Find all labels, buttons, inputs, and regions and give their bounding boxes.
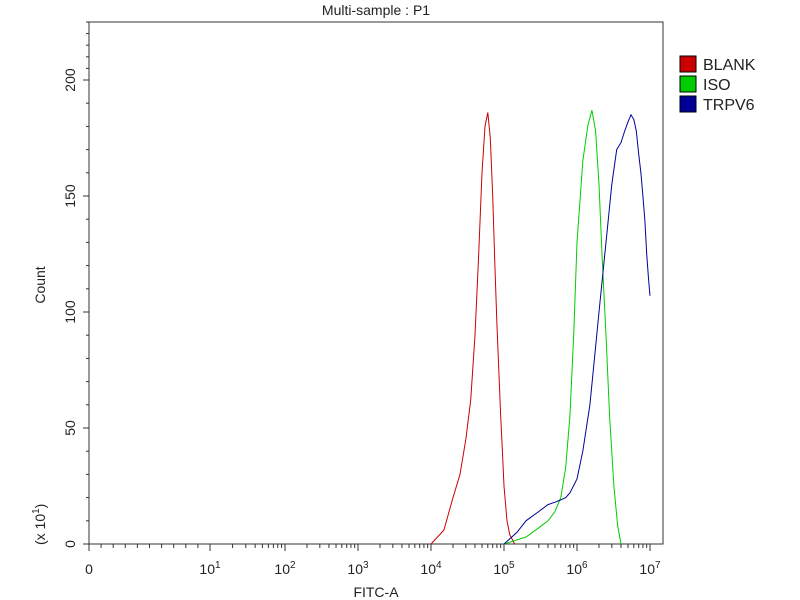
legend: BLANK ISO TRPV6 — [679, 55, 756, 114]
y-tick-label: 200 — [62, 68, 78, 92]
x-tick-label: 103 — [347, 560, 369, 577]
legend-label-trpv6: TRPV6 — [703, 97, 755, 114]
series-line-iso — [503, 110, 622, 545]
legend-swatch-iso — [679, 75, 697, 93]
chart-title: Multi-sample : P1 — [322, 2, 430, 18]
y-axis: 0 50 100 150 200 — [62, 21, 89, 548]
x-tick-label: 101 — [199, 560, 221, 577]
y-axis-label: Count — [32, 266, 48, 303]
legend-swatch-trpv6 — [679, 95, 697, 113]
y-tick-label: 150 — [62, 184, 78, 208]
legend-label-blank: BLANK — [703, 57, 756, 74]
x-tick-label: 0 — [85, 561, 93, 577]
plot-area — [88, 21, 664, 545]
x-tick-label: 102 — [274, 560, 296, 577]
y-tick-label: 0 — [62, 540, 78, 548]
x-tick-label: 104 — [420, 560, 442, 577]
series-line-trpv6 — [503, 113, 651, 545]
series-lines — [430, 110, 651, 545]
legend-label-iso: ISO — [703, 77, 731, 94]
x-tick-label: 107 — [639, 560, 661, 577]
x-axis-label: FITC-A — [353, 584, 399, 600]
x-tick-label: 105 — [493, 560, 515, 577]
x-tick-label: 106 — [566, 560, 588, 577]
x-axis: 0 101 102 103 104 105 106 107 — [85, 544, 661, 577]
y-multiplier-label: (x 101) — [31, 504, 48, 545]
legend-swatch-blank — [679, 55, 697, 73]
y-tick-label: 50 — [62, 420, 78, 436]
series-line-blank — [430, 112, 516, 545]
y-tick-label: 100 — [62, 300, 78, 324]
